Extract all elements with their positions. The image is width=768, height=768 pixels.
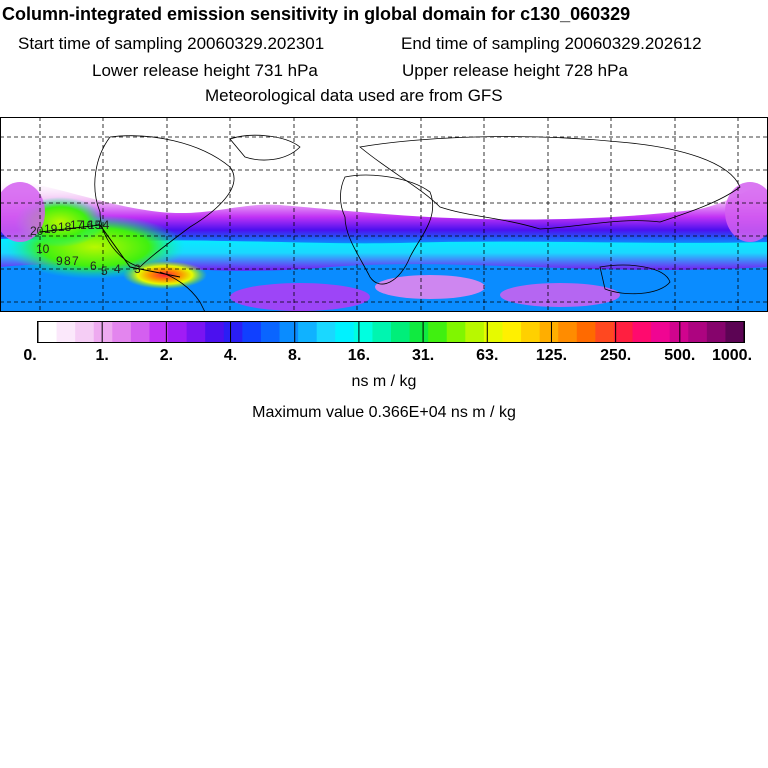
colorbar-tick-label: 16.: [348, 347, 370, 364]
sensitivity-map: 20 19 18 17 16 15 14 10 9 8 7 6 5 4 3: [0, 117, 768, 312]
colorbar-cell: [335, 322, 355, 342]
colorbar-cell: [558, 322, 578, 342]
colorbar-cell: [186, 322, 206, 342]
sensitivity-band: [0, 177, 768, 244]
colorbar-cell: [632, 322, 652, 342]
colorbar-cell: [112, 322, 132, 342]
colorbar-cell: [372, 322, 392, 342]
colorbar-tick-label: 8.: [288, 347, 301, 364]
upper-release-label: Upper release height 728 hPa: [402, 61, 628, 80]
colorbar-tick-label: 31.: [412, 347, 434, 364]
south-patch-2: [375, 275, 485, 299]
colorbar-cell: [242, 322, 262, 342]
colorbar-cell: [446, 322, 466, 342]
maximum-value-label: Maximum value 0.366E+04 ns m / kg: [252, 404, 516, 421]
hotspot: [123, 261, 207, 289]
track-label: 8: [64, 254, 71, 268]
colorbar-cell: [576, 322, 596, 342]
lower-release-label: Lower release height 731 hPa: [92, 61, 318, 80]
plot-title: Column-integrated emission sensitivity i…: [2, 4, 631, 24]
east-purple: [725, 182, 768, 242]
track-label: 14: [96, 218, 110, 232]
cyan-band: [0, 235, 768, 271]
track-label: 10: [36, 242, 50, 256]
colorbar-tick-label: 1.: [96, 347, 109, 364]
south-patch-3: [500, 283, 620, 307]
colorbar-cell: [260, 322, 281, 342]
colorbar-tick-label: 125.: [536, 347, 567, 364]
colorbar-cell: [428, 322, 448, 342]
end-time-label: End time of sampling 20060329.202612: [401, 34, 702, 53]
units-label: ns m / kg: [351, 373, 417, 390]
track-label: 15: [88, 218, 102, 232]
track-label: 6: [90, 259, 97, 273]
track-label: 19: [44, 222, 58, 236]
colorbar-tick-label: 4.: [224, 347, 237, 364]
start-time-label: Start time of sampling 20060329.202301: [18, 34, 325, 53]
colorbar-cell: [168, 322, 188, 342]
track-label: 9: [56, 254, 63, 268]
colorbar-cell: [521, 322, 541, 342]
colorbar-cell: [613, 322, 634, 342]
colorbar-cell: [149, 322, 169, 342]
colorbar-tick-label: 1000.: [712, 347, 752, 364]
colorbar-cell: [353, 322, 374, 342]
west-purple: [0, 182, 45, 242]
colorbar-tick-label: 2.: [160, 347, 173, 364]
colorbar-cells: [38, 322, 745, 342]
colorbar-cell: [706, 322, 727, 342]
colorbar-cell: [502, 322, 522, 342]
colorbar-cell: [725, 322, 745, 342]
south-patch-1: [230, 283, 370, 311]
track-label: 16: [80, 218, 94, 232]
colorbar-tick-label: 500.: [664, 347, 695, 364]
colorbar-cell: [669, 322, 689, 342]
colorbar-cell: [539, 322, 559, 342]
colorbar-cell: [595, 322, 615, 342]
met-data-label: Meteorological data used are from GFS: [205, 86, 503, 105]
colorbar-cell: [465, 322, 485, 342]
track-label: 5: [101, 264, 108, 278]
track-label: 7: [72, 254, 79, 268]
colorbar-cell: [391, 322, 411, 342]
track-label: 4: [114, 262, 121, 276]
colorbar-cell: [688, 322, 708, 342]
colorbar-cell: [56, 322, 76, 342]
colorbar-tick-label: 63.: [476, 347, 498, 364]
colorbar-cell: [409, 322, 429, 342]
flight-track: [39, 224, 181, 278]
colorbar-ticks: [37, 322, 745, 342]
colorbar-cell: [75, 322, 95, 342]
colorbar: 0. 1. 2. 4. 8. 16. 31. 63. 125. 250. 500. 1000.: [23, 321, 752, 364]
colorbar-cell: [38, 322, 58, 342]
colorbar-cell: [279, 322, 299, 342]
colorbar-tick-label: 250.: [600, 347, 631, 364]
colorbar-cell: [316, 322, 336, 342]
colorbar-cell: [223, 322, 243, 342]
colorbar-labels: 0. 1. 2. 4. 8. 16. 31. 63. 125. 250. 500. 1000.: [23, 347, 752, 364]
colorbar-cell: [205, 322, 225, 342]
colorbar-cell: [651, 322, 671, 342]
colorbar-cell: [483, 322, 504, 342]
colorbar-cell: [298, 322, 318, 342]
colorbar-cell: [130, 322, 151, 342]
graticule: [0, 117, 768, 312]
colorbar-tick-label: 0.: [23, 347, 36, 364]
flight-track-labels: 20 19 18 17 16 15 14 10 9 8 7 6 5 4 3: [30, 218, 141, 278]
track-label: 18: [58, 220, 72, 234]
track-label: 20: [30, 224, 44, 238]
colorbar-cell: [93, 322, 113, 342]
